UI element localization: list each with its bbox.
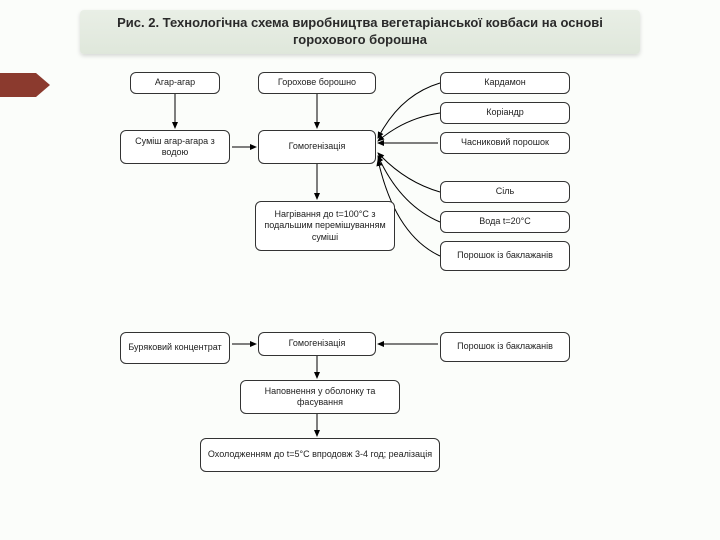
node-eggplant2: Порошок із баклажанів — [440, 332, 570, 362]
node-eggplant1: Порошок із баклажанів — [440, 241, 570, 271]
node-agar: Агар-агар — [130, 72, 220, 94]
node-cool: Охолодженням до t=5°С впродовж 3-4 год; … — [200, 438, 440, 472]
node-mix: Суміш агар-агара з водою — [120, 130, 230, 164]
node-cardamom: Кардамон — [440, 72, 570, 94]
node-heat: Нагрівання до t=100°С з подальшим перемі… — [255, 201, 395, 251]
node-homog1: Гомогенізація — [258, 130, 376, 164]
node-garlic: Часниковий порошок — [440, 132, 570, 154]
figure-title: Рис. 2. Технологічна схема виробництва в… — [80, 10, 640, 54]
node-fill: Наповнення у оболонку та фасування — [240, 380, 400, 414]
node-homog2: Гомогенізація — [258, 332, 376, 356]
node-salt: Сіль — [440, 181, 570, 203]
node-flour: Горохове борошно — [258, 72, 376, 94]
slide-tab-icon — [0, 73, 50, 97]
node-coriander: Коріандр — [440, 102, 570, 124]
node-water: Вода t=20°С — [440, 211, 570, 233]
node-beet: Буряковий концентрат — [120, 332, 230, 364]
